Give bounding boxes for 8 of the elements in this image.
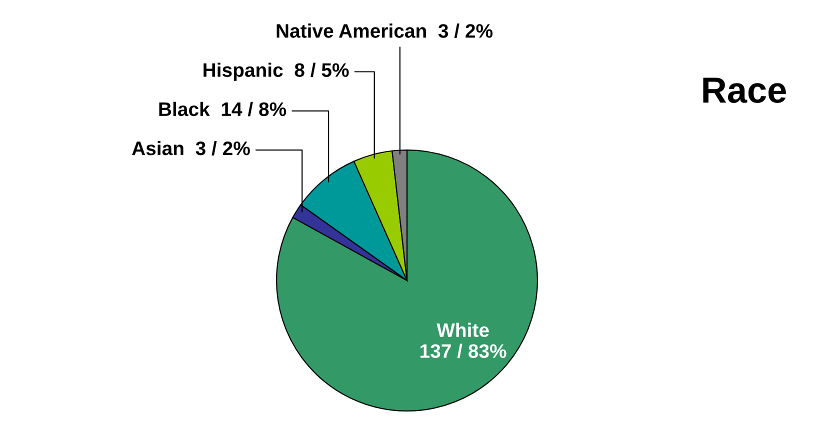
slice-label: Black 14 / 8% [159, 102, 286, 116]
text: Race [703, 78, 786, 103]
slice-label: White [436, 322, 489, 338]
pie-slice [276, 149, 538, 412]
data-label: 137 / 83% [420, 344, 506, 358]
slice-label: Native American 3 / 2% [276, 24, 493, 38]
slice-label: Asian 3 / 2% [132, 140, 250, 156]
slice-label: Hispanic 8 / 5% [204, 62, 349, 81]
